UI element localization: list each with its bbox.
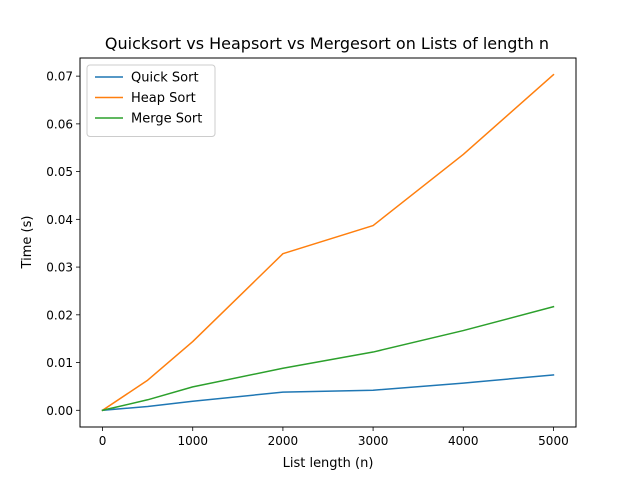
ticks-layer: 0 1000 2000 3000 4000 5000 0.00 0.01 0.02 0.03 0.0… <box>46 70 568 448</box>
y-tick-label: 0.00 <box>46 404 73 418</box>
y-tick-label: 0.03 <box>46 261 73 275</box>
chart-title: Quicksort vs Heapsort vs Mergesort on Li… <box>105 34 549 53</box>
x-tick-label: 1000 <box>177 434 208 448</box>
y-tick-label: 0.06 <box>46 117 73 131</box>
series-layer <box>101 73 555 412</box>
y-tick-label: 0.04 <box>46 213 73 227</box>
x-tick-label: 3000 <box>358 434 389 448</box>
y-tick-label: 0.05 <box>46 165 73 179</box>
legend-label: Heap Sort <box>131 91 196 106</box>
series-line-heap-sort <box>101 73 555 412</box>
y-tick-label: 0.01 <box>46 356 73 370</box>
x-axis-label: List length (n) <box>283 456 374 471</box>
series-line-merge-sort <box>101 305 555 412</box>
y-axis-label: Time (s) <box>20 216 35 270</box>
x-tick-label: 0 <box>99 434 107 448</box>
x-tick-label: 4000 <box>448 434 479 448</box>
legend-label: Quick Sort <box>131 71 199 86</box>
plot-frame <box>79 57 577 428</box>
series-line-quick-sort <box>101 374 555 412</box>
y-tick-label: 0.07 <box>46 70 73 84</box>
y-tick-label: 0.02 <box>46 308 73 322</box>
legend: Quick Sort Heap Sort Merge Sort <box>86 64 216 137</box>
x-tick-label: 2000 <box>268 434 299 448</box>
x-tick-label: 5000 <box>538 434 569 448</box>
legend-label: Merge Sort <box>131 112 202 127</box>
